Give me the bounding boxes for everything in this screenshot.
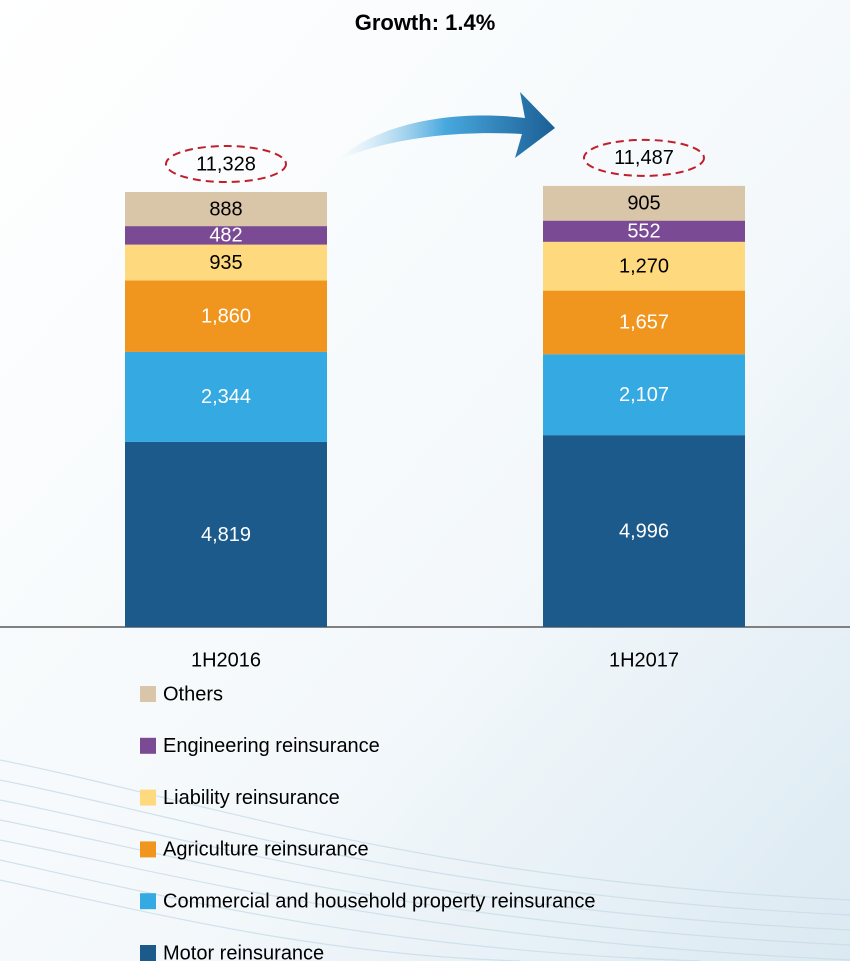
total-highlight [165, 145, 287, 184]
bar-segment [125, 441, 327, 627]
data-label: 1,657 [619, 312, 669, 334]
total-label: 11,487 [614, 147, 674, 169]
bar-segment [125, 192, 327, 227]
chart-title: Growth: 1.4% [355, 10, 496, 35]
legend-label: Liability reinsurance [163, 787, 340, 809]
legend-label: Motor reinsurance [163, 942, 324, 961]
legend-swatch [140, 737, 156, 754]
bar-segment [543, 354, 745, 436]
legend-label: Commercial and household property reinsu… [163, 890, 595, 912]
bar-segment [125, 280, 327, 352]
legend-label: Engineering reinsurance [163, 735, 380, 757]
data-label: 4,996 [619, 520, 669, 542]
legend-swatch [140, 893, 156, 910]
total-label: 11,328 [196, 153, 256, 175]
bar-segment [125, 244, 327, 281]
background-waves [0, 759, 850, 961]
legend-swatch [140, 945, 156, 961]
legend-label: Others [163, 683, 223, 705]
data-label: 482 [209, 225, 242, 247]
bar-segment [543, 435, 745, 627]
data-label: 1,860 [201, 306, 251, 328]
bar-segment [543, 220, 745, 242]
total-highlight [583, 138, 705, 177]
data-label: 2,107 [619, 384, 669, 406]
bar-segment [125, 351, 327, 442]
legend-swatch [140, 789, 156, 806]
legend-swatch [140, 686, 156, 702]
bar-segment [543, 290, 745, 355]
bar-segment [543, 185, 745, 221]
data-label: 2,344 [201, 386, 251, 408]
data-label: 905 [627, 193, 660, 215]
legend-swatch [140, 841, 156, 858]
data-label: 4,819 [201, 524, 251, 546]
legend-label: Agriculture reinsurance [163, 839, 369, 861]
data-label: 1,270 [619, 256, 669, 278]
data-label: 935 [209, 252, 242, 274]
data-label: 552 [627, 221, 660, 243]
x-tick-label: 1H2017 [609, 649, 679, 671]
data-label: 888 [209, 198, 242, 220]
growth-arrow [335, 92, 555, 162]
bar-segment [125, 226, 327, 245]
x-tick-label: 1H2016 [191, 649, 261, 671]
bar-segment [543, 241, 745, 291]
